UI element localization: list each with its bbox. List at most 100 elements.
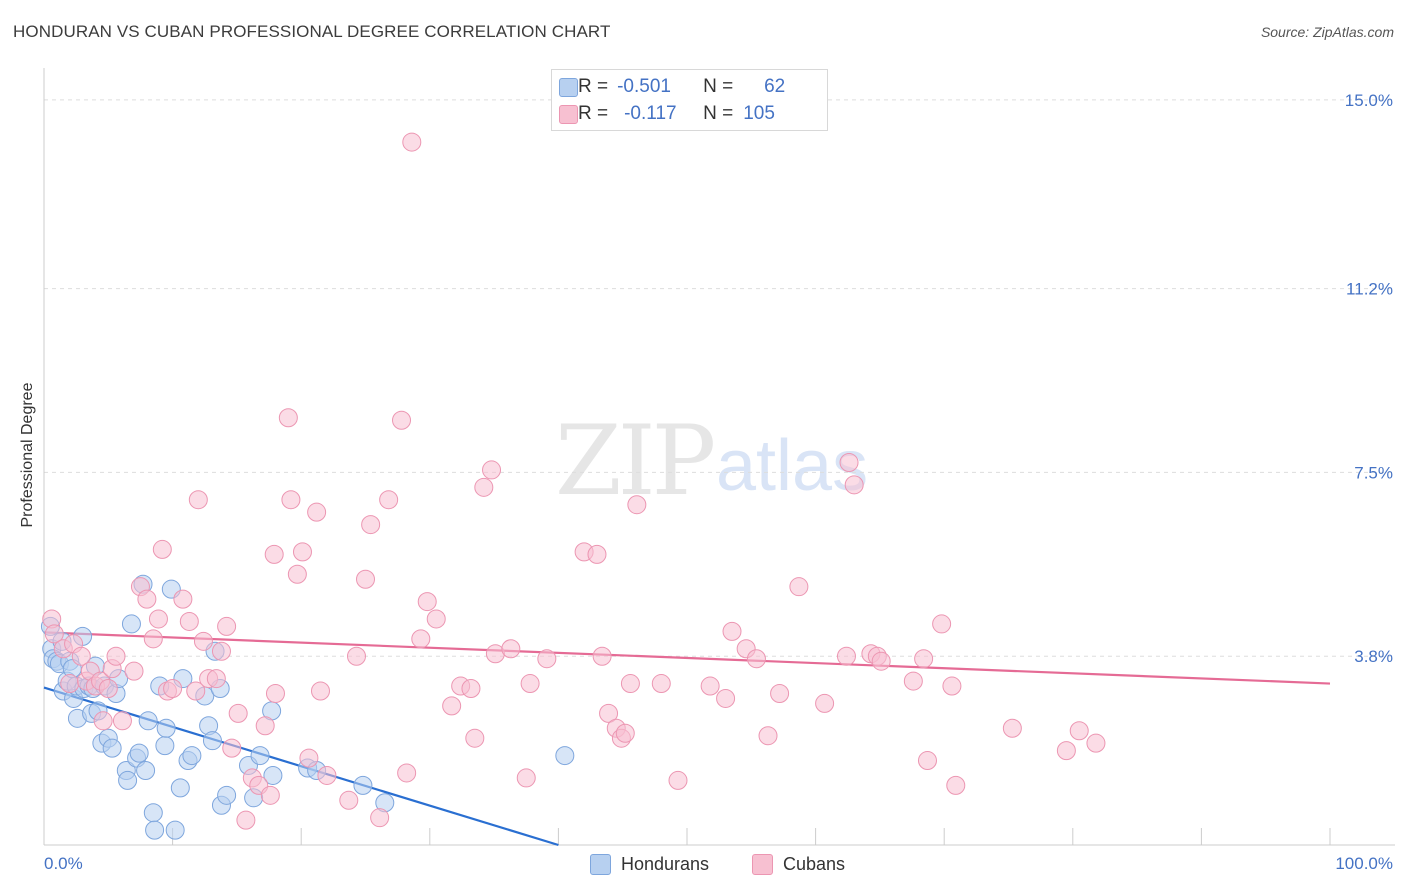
cubans-point bbox=[188, 490, 208, 510]
cubans-point bbox=[299, 748, 319, 768]
cubans-point bbox=[143, 629, 163, 649]
cubans-point bbox=[206, 669, 226, 689]
cubans-point bbox=[397, 763, 417, 783]
hondurans-point bbox=[263, 765, 283, 785]
hondurans-legend-label: Hondurans bbox=[621, 853, 710, 874]
cubans-point bbox=[361, 515, 381, 535]
cubans-point bbox=[370, 808, 390, 828]
cubans-point bbox=[173, 589, 193, 609]
cubans-point bbox=[228, 703, 248, 723]
cubans-point bbox=[260, 785, 280, 805]
legend-row-cubans: R = -0.117 N = 105 bbox=[559, 103, 775, 125]
cubans-point bbox=[482, 460, 502, 480]
cubans-point bbox=[346, 646, 366, 666]
hondurans-point bbox=[250, 746, 270, 766]
cubans-point bbox=[770, 683, 790, 703]
cubans-point bbox=[465, 728, 485, 748]
cubans-point bbox=[501, 639, 521, 659]
cubans-point bbox=[520, 674, 540, 694]
cubans-point bbox=[587, 544, 607, 564]
hondurans-r-label: R = bbox=[578, 76, 609, 97]
cubans-point bbox=[1056, 741, 1076, 761]
cubans-point bbox=[93, 711, 113, 731]
cubans-r-value: -0.117 bbox=[624, 103, 677, 124]
cubans-point bbox=[124, 661, 144, 681]
hondurans-point bbox=[155, 736, 175, 756]
grid-lines bbox=[44, 99, 1395, 657]
cubans-point bbox=[917, 751, 937, 771]
hondurans-legend-swatch bbox=[590, 853, 611, 875]
cubans-point bbox=[651, 674, 671, 694]
cubans-point bbox=[186, 681, 206, 701]
hondurans-point bbox=[145, 820, 165, 840]
cubans-point bbox=[356, 569, 375, 589]
cubans-point bbox=[789, 577, 809, 597]
hondurans-point bbox=[129, 743, 149, 763]
cubans-point bbox=[1069, 721, 1089, 741]
cubans-point bbox=[537, 649, 557, 669]
chart-title: HONDURAN VS CUBAN PROFESSIONAL DEGREE CO… bbox=[13, 22, 611, 41]
cubans-point bbox=[217, 616, 237, 636]
cubans-point bbox=[236, 810, 256, 830]
cubans-point bbox=[411, 629, 431, 649]
hondurans-point bbox=[555, 746, 575, 766]
cubans-point bbox=[716, 688, 736, 708]
cubans-legend-label: Cubans bbox=[783, 853, 846, 874]
hondurans-point bbox=[165, 820, 185, 840]
cubans-point bbox=[417, 592, 437, 612]
cubans-point bbox=[392, 410, 412, 430]
cubans-point bbox=[60, 674, 80, 694]
cubans-point bbox=[615, 723, 635, 743]
cubans-point bbox=[222, 738, 242, 758]
axes bbox=[43, 68, 1395, 846]
legend-row-hondurans: R = -0.501 N = 62 bbox=[559, 76, 786, 98]
y-tick-label: 7.5% bbox=[1354, 463, 1393, 482]
hondurans-n-label: N = bbox=[703, 76, 734, 97]
cubans-point bbox=[137, 589, 157, 609]
hondurans-point bbox=[118, 770, 138, 790]
cubans-point bbox=[946, 775, 966, 795]
cubans-point bbox=[264, 544, 284, 564]
source-attribution: Source: ZipAtlas.com bbox=[1260, 24, 1394, 40]
hondurans-n-value: 62 bbox=[764, 76, 786, 97]
cubans-point bbox=[292, 542, 312, 562]
cubans-point bbox=[255, 716, 275, 736]
trend-lines bbox=[43, 631, 1331, 847]
cubans-point bbox=[112, 711, 132, 731]
cubans-point bbox=[211, 641, 231, 661]
cubans-point bbox=[317, 765, 337, 785]
cubans-point bbox=[44, 624, 64, 644]
hondurans-point bbox=[182, 746, 202, 766]
cubans-point bbox=[106, 646, 126, 666]
cubans-point bbox=[148, 609, 168, 629]
cubans-point bbox=[193, 631, 213, 651]
cubans-point bbox=[278, 408, 298, 428]
hondurans-point bbox=[121, 614, 141, 634]
cubans-points bbox=[42, 132, 1106, 830]
cubans-n-label: N = bbox=[703, 103, 734, 124]
cubans-point bbox=[722, 621, 742, 641]
cubans-point bbox=[426, 609, 446, 629]
cubans-point bbox=[746, 649, 766, 669]
cubans-point bbox=[163, 679, 183, 699]
cubans-legend-swatch bbox=[752, 853, 773, 875]
cubans-point bbox=[442, 696, 462, 716]
cubans-point bbox=[668, 770, 688, 790]
x-tick-label-min: 0.0% bbox=[44, 854, 83, 873]
cubans-n-value: 105 bbox=[743, 103, 775, 124]
cubans-r-label: R = bbox=[578, 103, 609, 124]
hondurans-point bbox=[102, 738, 122, 758]
bottom-legend-cubans: Cubans bbox=[752, 852, 845, 876]
cubans-point bbox=[815, 693, 835, 713]
cubans-point bbox=[281, 490, 301, 510]
cubans-point bbox=[516, 768, 536, 788]
tick-labels: 3.8% 7.5% 11.2% 15.0% 0.0% 100.0% bbox=[44, 91, 1393, 873]
hondurans-point bbox=[217, 785, 237, 805]
cubans-swatch bbox=[559, 104, 578, 124]
cubans-point bbox=[379, 490, 399, 510]
cubans-point bbox=[287, 564, 307, 584]
hondurans-point bbox=[170, 778, 190, 798]
cubans-point bbox=[627, 495, 647, 515]
cubans-point bbox=[339, 790, 359, 810]
